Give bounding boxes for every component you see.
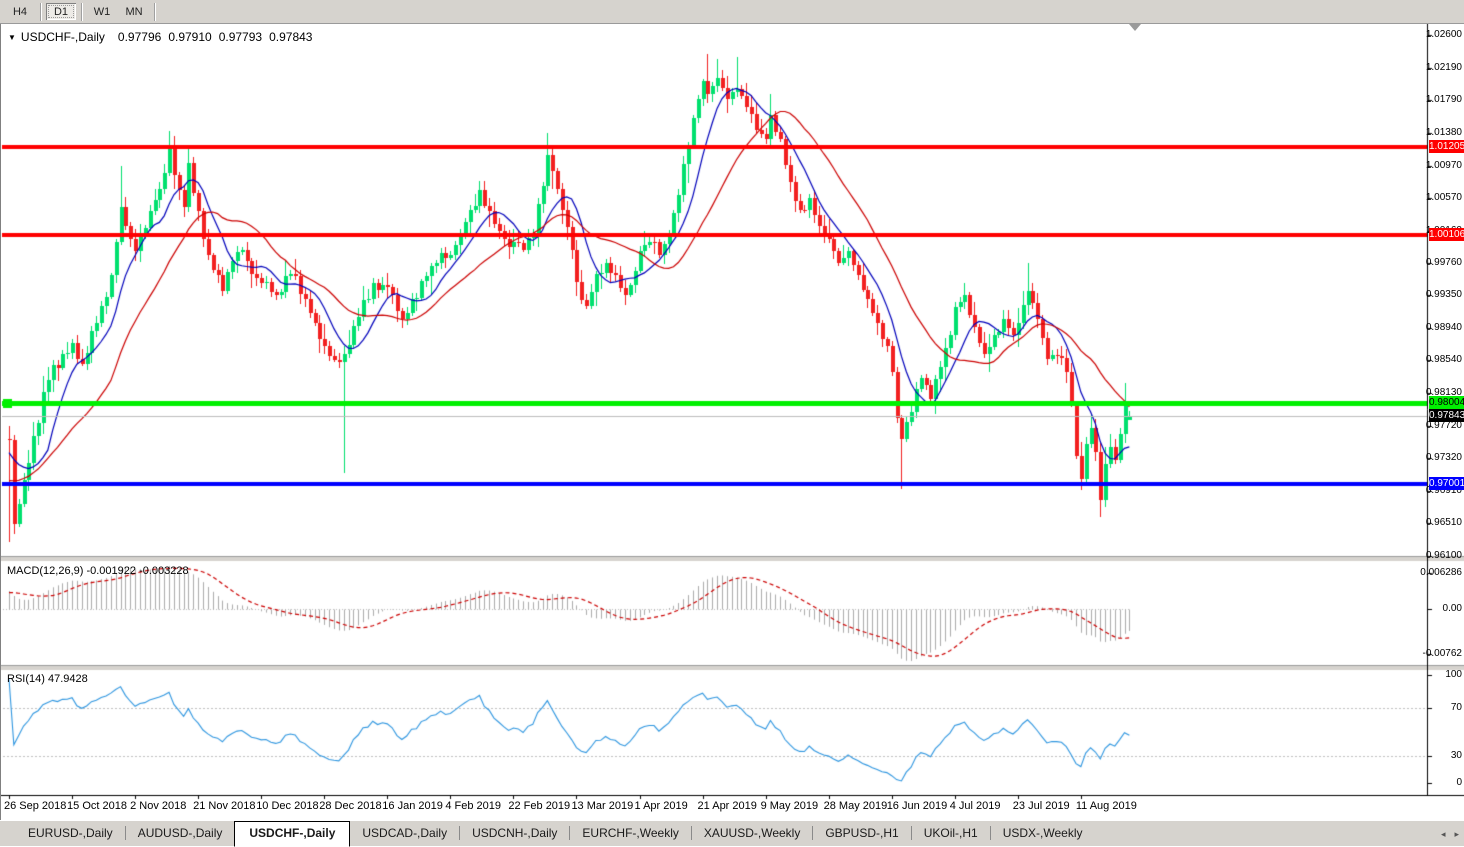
- price-axis[interactable]: 1.02600 1.02190 1.01790 1.01380 1.00970 1.005…: [1420, 24, 1464, 795]
- date-tick-label: 10 Dec 2018: [256, 800, 319, 812]
- ohlc-low: 0.97793: [218, 30, 263, 44]
- price-tick-label: 0.96100: [1425, 549, 1462, 561]
- price-tick-label: 0.97720: [1425, 420, 1462, 432]
- date-tick-label: 22 Feb 2019: [508, 800, 571, 812]
- ohlc-high: 0.97910: [168, 30, 212, 44]
- date-tick-label: 4 Feb 2019: [445, 800, 501, 812]
- date-tick-label: 16 Jun 2019: [886, 800, 948, 812]
- chart-tabs: EURUSD-,Daily AUDUSD-,Daily USDCHF-,Daily U…: [16, 821, 1095, 847]
- toolbar-separator: [154, 2, 155, 21]
- price-tick-label: 1.02600: [1425, 29, 1462, 40]
- price-tick-label: 1.00570: [1425, 191, 1462, 203]
- timeframe-button-d1[interactable]: D1: [46, 3, 76, 20]
- rsi-axis-label: 70: [1450, 701, 1462, 713]
- price-tick-label: 1.00970: [1425, 159, 1462, 171]
- rsi-axis-label: 30: [1450, 750, 1462, 762]
- date-tick-label: 26 Sep 2018: [4, 800, 67, 812]
- price-line-tag: 1.01205: [1429, 139, 1464, 153]
- price-line-tag: 0.98004: [1429, 396, 1464, 410]
- price-line-tag: 1.00106: [1429, 227, 1464, 241]
- date-tick-label: 13 Mar 2019: [571, 800, 634, 812]
- timeframe-buttons: H4 D1 W1 MN: [4, 0, 159, 23]
- price-tick-label: 0.96510: [1425, 516, 1462, 528]
- macd-axis-label: 0.006286: [1420, 567, 1462, 578]
- date-tick-label: 23 Jul 2019: [1012, 800, 1070, 812]
- chart-tab-audusd-daily[interactable]: AUDUSD-,Daily: [137, 826, 223, 840]
- price-tick-label: 0.98540: [1425, 354, 1462, 366]
- toolbar-separator: [81, 2, 82, 21]
- rsi-axis-label: 0: [1456, 777, 1462, 788]
- timeframe-toolbar: H4 D1 W1 MN: [0, 0, 1464, 24]
- chart-tab-eurchf-weekly[interactable]: EURCHF-,Weekly: [582, 826, 679, 840]
- date-tick-label: 4 Jul 2019: [949, 800, 1001, 812]
- chart-tab-gbpusd-h1[interactable]: GBPUSD-,H1: [825, 826, 899, 840]
- current-price-tag: 0.97843: [1429, 409, 1464, 423]
- tab-separator: [124, 826, 126, 840]
- chart-tab-usdx-weekly[interactable]: USDX-,Weekly: [1002, 826, 1083, 840]
- chart-tab-bar: EURUSD-,Daily AUDUSD-,Daily USDCHF-,Daily U…: [0, 820, 1464, 847]
- date-tick-label: 2 Nov 2018: [130, 800, 187, 812]
- tab-scroll-arrows: ◂ ▸: [1441, 829, 1459, 840]
- timeframe-button-w1[interactable]: W1: [93, 5, 111, 18]
- chart-symbol-label: USDCHF-,Daily: [20, 30, 105, 44]
- tab-scroll-right-icon[interactable]: ▸: [1454, 829, 1459, 839]
- tab-scroll-left-icon[interactable]: ◂: [1440, 829, 1446, 839]
- rsi-axis-label: 100: [1445, 669, 1462, 680]
- price-tick-label: 1.01380: [1425, 126, 1462, 138]
- chart-tab-usdcad-daily[interactable]: USDCAD-,Daily: [362, 826, 448, 840]
- price-tick-label: 1.01790: [1425, 93, 1462, 105]
- date-tick-label: 21 Apr 2019: [697, 800, 757, 812]
- price-line-tag: 0.97001: [1429, 476, 1464, 490]
- macd-axis-label: -0.00762: [1422, 648, 1462, 659]
- symbol-menu-icon[interactable]: ▼: [8, 32, 16, 42]
- tab-separator: [690, 826, 692, 840]
- rsi-indicator-label: RSI(14) 47.9428: [7, 673, 88, 685]
- tab-separator: [812, 826, 814, 840]
- price-tick-label: 0.97320: [1425, 452, 1462, 464]
- chart-tab-usdchf-daily[interactable]: USDCHF-,Daily: [234, 821, 351, 847]
- price-tick-label: 0.96910: [1425, 484, 1462, 496]
- date-tick-label: 21 Nov 2018: [193, 800, 256, 812]
- date-tick-label: 11 Aug 2019: [1075, 800, 1137, 812]
- date-tick-label: 28 May 2019: [823, 800, 888, 812]
- date-tick-label: 1 Apr 2019: [634, 800, 688, 812]
- toolbar-separator: [40, 2, 41, 21]
- tab-separator: [459, 826, 461, 840]
- price-tick-label: 0.99350: [1425, 289, 1462, 301]
- chart-tab-eurusd-daily[interactable]: EURUSD-,Daily: [28, 826, 113, 840]
- shift-end-marker-icon: [1129, 24, 1141, 31]
- ohlc-open: 0.97796: [117, 30, 162, 44]
- timeframe-button-h4[interactable]: H4: [12, 5, 28, 18]
- price-chart-canvas[interactable]: [1, 24, 1464, 819]
- price-tick-label: 1.02190: [1425, 61, 1462, 73]
- timeframe-button-mn[interactable]: MN: [125, 5, 143, 18]
- time-axis[interactable]: 26 Sep 2018 15 Oct 2018 2 Nov 2018 21 Nov 2…: [1, 796, 1428, 819]
- tab-separator: [569, 826, 571, 840]
- price-tick-label: 0.98130: [1425, 387, 1462, 399]
- price-tick-label: 0.99760: [1425, 256, 1462, 268]
- date-tick-label: 15 Oct 2018: [67, 800, 127, 812]
- chart-window: ▼ USDCHF-,Daily 0.97796 0.97910 0.97793 …: [0, 24, 1464, 820]
- chart-title: ▼ USDCHF-,Daily 0.97796 0.97910 0.97793 …: [8, 30, 312, 44]
- date-tick-label: 9 May 2019: [760, 800, 819, 812]
- macd-axis-label: 0.00: [1442, 603, 1462, 614]
- tab-separator: [989, 826, 991, 840]
- ohlc-close: 0.97843: [269, 30, 313, 44]
- panel-splitter-macd[interactable]: [1, 556, 1464, 562]
- date-tick-label: 28 Dec 2018: [319, 800, 382, 812]
- chart-tab-usdcnh-daily[interactable]: USDCNH-,Daily: [472, 826, 558, 840]
- price-tick-label: 0.98940: [1425, 322, 1462, 334]
- macd-indicator-label: MACD(12,26,9) -0.001922 -0.003228: [7, 565, 189, 577]
- date-tick-label: 16 Jan 2019: [382, 800, 443, 812]
- tab-separator: [910, 826, 912, 840]
- chart-tab-ukoil-h1[interactable]: UKOil-,H1: [923, 826, 978, 840]
- panel-splitter-rsi[interactable]: [1, 665, 1464, 671]
- chart-tab-xauusd-weekly[interactable]: XAUUSD-,Weekly: [703, 826, 801, 840]
